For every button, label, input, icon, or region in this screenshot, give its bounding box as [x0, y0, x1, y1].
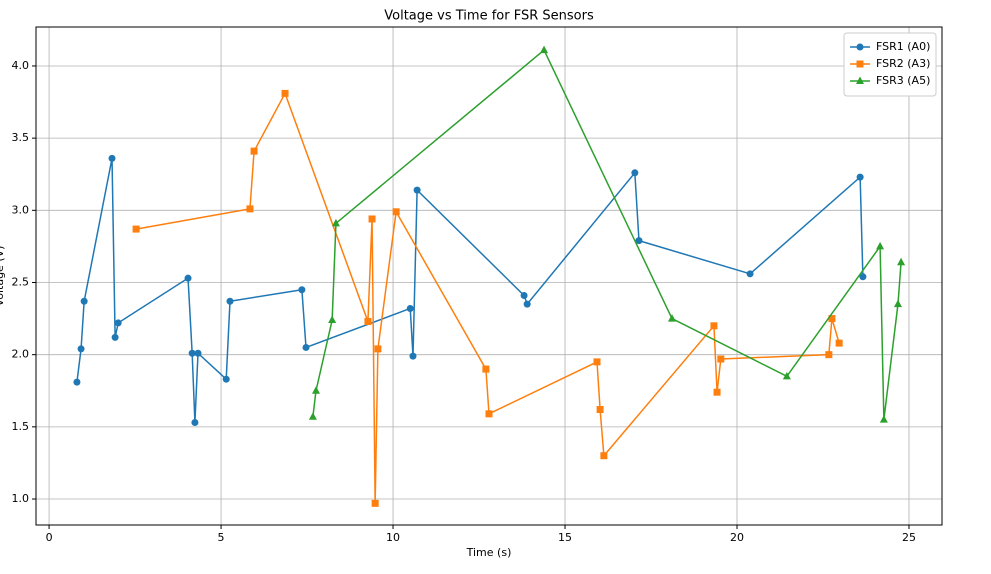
legend-label: FSR3 (A5): [876, 74, 930, 87]
y-tick-label: 1.0: [12, 492, 30, 505]
marker: [635, 237, 643, 245]
marker: [328, 315, 337, 324]
marker: [540, 45, 549, 54]
y-tick-label: 3.0: [12, 203, 30, 216]
marker: [596, 406, 604, 414]
marker: [246, 205, 254, 213]
x-tick-label: 0: [46, 531, 53, 544]
marker: [250, 147, 258, 155]
marker: [409, 352, 417, 360]
marker: [485, 410, 493, 418]
series-line: [135, 91, 840, 504]
marker: [364, 317, 372, 325]
marker: [331, 218, 340, 227]
marker: [188, 349, 196, 357]
marker: [859, 273, 867, 281]
y-tick-label: 3.5: [12, 131, 30, 144]
marker: [298, 286, 306, 294]
x-tick-label: 25: [902, 531, 916, 544]
marker: [222, 375, 230, 383]
marker: [308, 412, 317, 420]
y-tick-label: 4.0: [12, 59, 30, 72]
x-tick-label: 15: [558, 531, 572, 544]
marker: [226, 297, 234, 305]
marker: [413, 186, 421, 194]
x-tick-label: 10: [386, 531, 400, 544]
marker: [828, 315, 836, 323]
marker: [368, 215, 376, 223]
y-tick-label: 2.0: [12, 348, 30, 361]
marker: [856, 76, 864, 84]
marker: [281, 89, 289, 97]
x-axis-label: Time (s): [466, 546, 512, 559]
marker: [482, 365, 490, 373]
marker: [879, 415, 888, 423]
marker: [184, 274, 192, 282]
marker: [371, 499, 379, 507]
marker: [80, 297, 88, 305]
marker: [600, 452, 608, 460]
marker: [194, 349, 202, 357]
marker: [717, 355, 725, 363]
marker: [667, 314, 676, 322]
marker: [302, 343, 310, 351]
marker: [191, 419, 199, 427]
marker: [77, 345, 85, 353]
marker: [114, 319, 122, 327]
marker: [593, 358, 601, 366]
marker: [856, 43, 864, 51]
marker: [897, 257, 906, 266]
legend-label: FSR1 (A0): [876, 40, 930, 53]
marker: [876, 241, 885, 250]
marker: [746, 270, 754, 278]
marker: [713, 388, 721, 396]
marker: [374, 345, 382, 353]
marker: [835, 339, 843, 347]
legend-label: FSR2 (A3): [876, 57, 930, 70]
marker: [311, 386, 320, 394]
marker: [111, 333, 119, 341]
marker: [132, 225, 140, 233]
x-tick-label: 5: [218, 531, 225, 544]
marker: [825, 351, 833, 359]
marker: [631, 169, 639, 177]
plot-frame: [35, 26, 943, 526]
marker: [893, 299, 902, 308]
marker: [523, 300, 531, 308]
marker: [856, 60, 864, 68]
series-line: [76, 158, 864, 423]
marker: [856, 173, 864, 181]
chart-title: Voltage vs Time for FSR Sensors: [384, 9, 594, 24]
x-tick-label: 20: [730, 531, 744, 544]
y-tick-label: 1.5: [12, 420, 30, 433]
marker: [406, 304, 414, 312]
marker: [392, 208, 400, 216]
marker: [108, 154, 116, 162]
marker: [73, 378, 81, 386]
marker: [782, 371, 791, 380]
y-axis-label: Voltage (V): [0, 246, 6, 307]
y-tick-label: 2.5: [12, 275, 30, 288]
marker: [520, 291, 528, 299]
marker: [710, 322, 718, 330]
